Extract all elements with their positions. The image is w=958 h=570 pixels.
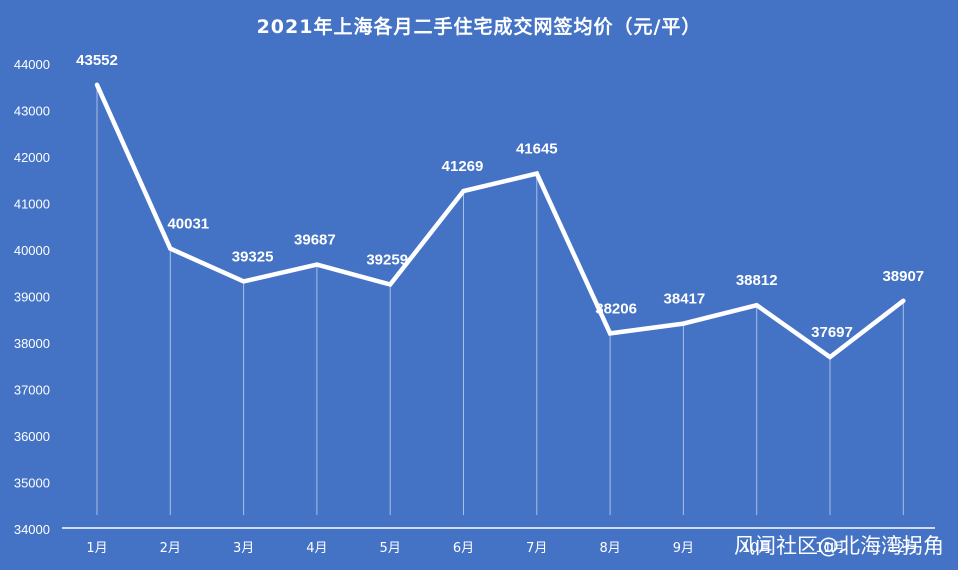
- data-label: 39259: [366, 251, 408, 268]
- y-tick-label: 35000: [14, 476, 50, 491]
- y-tick-label: 42000: [14, 150, 50, 165]
- x-tick-label: 12月: [889, 541, 919, 556]
- x-tick-label: 8月: [599, 541, 620, 556]
- x-tick-label: 3月: [233, 541, 254, 556]
- data-label: 40031: [167, 216, 209, 233]
- data-label: 39687: [294, 232, 336, 249]
- data-label: 37697: [811, 324, 853, 341]
- y-tick-label: 36000: [14, 429, 50, 444]
- data-label: 41269: [442, 158, 484, 175]
- data-label: 39325: [232, 248, 274, 265]
- data-label: 38812: [736, 272, 778, 289]
- y-tick-label: 34000: [14, 522, 50, 537]
- y-tick-label: 41000: [14, 197, 50, 212]
- watermark: 风闻社区@北海湾拐角: [734, 534, 944, 558]
- x-tick-label: 6月: [453, 541, 474, 556]
- y-tick-label: 39000: [14, 290, 50, 305]
- data-label: 38417: [664, 291, 706, 308]
- x-tick-label: 11月: [815, 541, 845, 556]
- x-tick-label: 7月: [526, 541, 547, 556]
- data-label: 38907: [882, 268, 924, 285]
- data-label: 38206: [595, 300, 637, 317]
- x-tick-label: 2月: [160, 541, 181, 556]
- y-tick-label: 43000: [14, 104, 50, 119]
- y-tick-label: 38000: [14, 336, 50, 351]
- data-label: 41645: [516, 141, 558, 158]
- x-tick-label: 1月: [86, 541, 107, 556]
- chart-title: 2021年上海各月二手住宅成交网签均价（元/平）: [256, 16, 702, 38]
- y-tick-label: 40000: [14, 243, 50, 258]
- x-tick-label: 5月: [380, 541, 401, 556]
- y-tick-label: 44000: [14, 57, 50, 72]
- x-tick-label: 9月: [673, 541, 694, 556]
- data-label: 43552: [76, 52, 118, 69]
- y-tick-label: 37000: [14, 383, 50, 398]
- series-line: [94, 82, 906, 360]
- x-tick-label: 10月: [742, 541, 772, 556]
- x-tick-label: 4月: [306, 541, 327, 556]
